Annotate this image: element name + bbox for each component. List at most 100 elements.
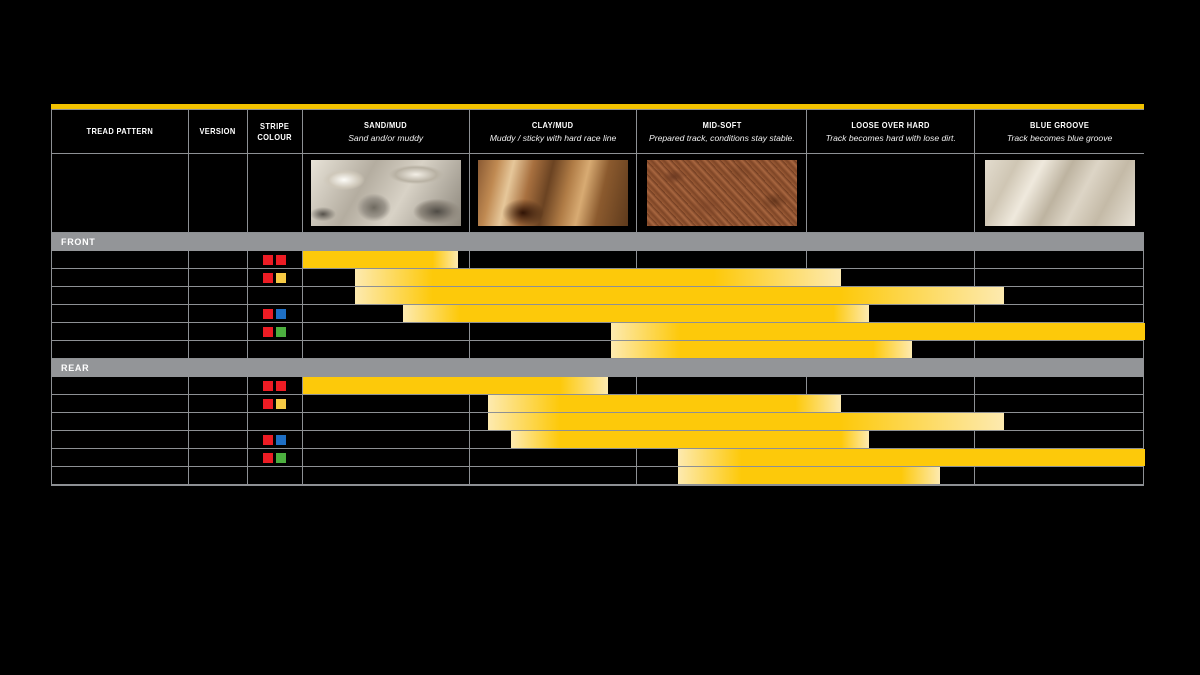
cell-claymud [469, 377, 638, 395]
cell-claymud [469, 341, 638, 359]
header-subtitle: Track becomes blue groove [1006, 132, 1113, 143]
sections-container: FRONT REAR [51, 233, 1145, 486]
cell-midsoft [637, 431, 808, 449]
stripe-colour-swatches [248, 251, 302, 268]
tyre-suitability-chart: TREAD PATTERN VERSION STRIPE COLOUR SAND… [51, 104, 1145, 486]
cell-tread [52, 395, 189, 413]
cell-midsoft [637, 269, 808, 287]
section-band-front: FRONT [51, 233, 1144, 251]
cell-sandmud [302, 251, 470, 269]
cell-version [188, 467, 248, 485]
sand-texture-image [310, 160, 461, 226]
image-cell-empty [247, 154, 303, 233]
cell-stripe [247, 449, 303, 467]
table-row[interactable] [51, 341, 1144, 359]
section-band-rear: REAR [51, 359, 1144, 377]
header-title: TREAD PATTERN [86, 126, 154, 136]
stripe-colour-swatches [248, 323, 302, 340]
cell-tread [52, 341, 189, 359]
cell-stripe [247, 341, 303, 359]
image-cell-sand-mud [302, 154, 470, 233]
table-row[interactable] [51, 323, 1145, 341]
cell-blue [975, 377, 1144, 395]
cell-blue [975, 341, 1144, 359]
bluegroove-texture-image [984, 160, 1135, 226]
cell-stripe [247, 251, 303, 269]
cell-version [188, 269, 248, 287]
table-bottom-rule [51, 485, 1144, 486]
cell-claymud [469, 413, 638, 431]
image-cell-loose-over-hard [807, 154, 976, 233]
cell-tread [52, 323, 189, 341]
top-accent-bar [51, 104, 1144, 109]
header-cell-sand-mud: SAND/MUD Sand and/or muddy [302, 110, 470, 154]
cell-version [188, 305, 248, 323]
cell-sandmud [302, 449, 470, 467]
cell-version [188, 413, 248, 431]
header-subtitle: Track becomes hard with lose dirt. [825, 132, 956, 143]
cell-loose [807, 323, 976, 341]
cell-tread [52, 377, 189, 395]
header-cell-loose-over-hard: LOOSE OVER HARD Track becomes hard with … [807, 110, 976, 154]
stripe-swatch [263, 434, 274, 445]
table-row[interactable] [51, 449, 1145, 467]
section-label: FRONT [61, 237, 96, 247]
cell-claymud [469, 431, 638, 449]
cell-midsoft [637, 377, 808, 395]
midsoft-texture-image [646, 160, 797, 226]
cell-stripe [247, 269, 303, 287]
cell-midsoft [637, 287, 808, 305]
stripe-colour-swatches [248, 269, 302, 286]
stripe-swatch [276, 434, 287, 445]
loose-texture-image [816, 160, 966, 226]
table-row[interactable] [51, 395, 1144, 413]
cell-stripe [247, 323, 303, 341]
stripe-colour-swatches [248, 305, 302, 322]
cell-blue [975, 287, 1144, 305]
cell-tread [52, 287, 189, 305]
table-row[interactable] [51, 377, 1144, 395]
cell-claymud [469, 323, 638, 341]
section-label: REAR [61, 363, 90, 373]
cell-stripe [247, 395, 303, 413]
stripe-swatch [276, 398, 287, 409]
cell-blue [975, 449, 1144, 467]
table-row[interactable] [51, 467, 1144, 485]
stripe-swatch [276, 254, 287, 265]
header-title: STRIPE COLOUR [257, 120, 293, 142]
cell-loose [807, 305, 976, 323]
cell-version [188, 323, 248, 341]
cell-sandmud [302, 431, 470, 449]
table-row[interactable] [51, 413, 1144, 431]
cell-stripe [247, 467, 303, 485]
image-cell-blue-groove [975, 154, 1144, 233]
header-subtitle: Sand and/or muddy [348, 132, 424, 143]
table-row[interactable] [51, 251, 1144, 269]
cell-stripe [247, 305, 303, 323]
clay-texture-image [478, 160, 629, 226]
table-row[interactable] [51, 431, 1144, 449]
cell-claymud [469, 395, 638, 413]
cell-tread [52, 269, 189, 287]
cell-version [188, 377, 248, 395]
stripe-colour-swatches [248, 377, 302, 394]
header-cell-version: VERSION [188, 110, 248, 154]
cell-stripe [247, 377, 303, 395]
surface-image-row [51, 154, 1144, 233]
stripe-swatch [276, 452, 287, 463]
table-row[interactable] [51, 305, 1144, 323]
cell-blue [975, 395, 1144, 413]
header-title: LOOSE OVER HARD [851, 119, 930, 130]
stripe-swatch [276, 308, 287, 319]
cell-tread [52, 413, 189, 431]
table-row[interactable] [51, 287, 1144, 305]
table-row[interactable] [51, 269, 1144, 287]
stripe-swatch [276, 272, 287, 283]
cell-midsoft [637, 305, 808, 323]
header-title: CLAY/MUD [532, 119, 574, 130]
cell-claymud [469, 449, 638, 467]
table-header-row: TREAD PATTERN VERSION STRIPE COLOUR SAND… [51, 109, 1144, 154]
header-title: BLUE GROOVE [1030, 119, 1090, 130]
cell-sandmud [302, 305, 470, 323]
